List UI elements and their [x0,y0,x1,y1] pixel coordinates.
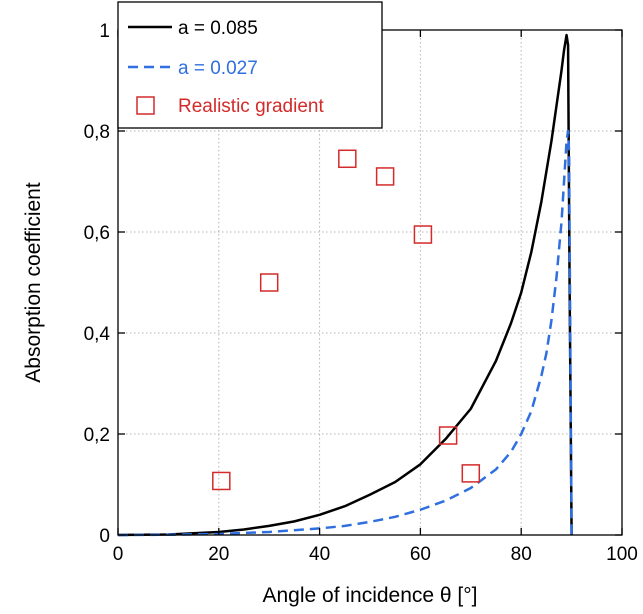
x-tick-label: 100 [606,544,638,565]
series-line-a-0-085 [117,33,573,537]
x-tick-label: 40 [309,544,330,565]
x-tick-label: 60 [410,544,431,565]
series-layer [117,33,573,537]
data-point-realistic-gradient [461,464,481,483]
data-point-realistic-gradient [413,225,433,244]
legend-label-a-0027: a = 0.027 [178,58,258,79]
y-tick-label: 0,6 [84,223,110,244]
x-tick-label: 80 [511,544,532,565]
y-axis-title: Absorption coefficient [22,182,45,383]
series-line-a-0-027 [117,129,573,537]
x-axis-title: Angle of incidence θ [°] [262,584,477,607]
x-tick-label: 0 [113,544,124,565]
data-point-realistic-gradient [338,149,357,169]
y-tick-label: 0,2 [84,425,110,446]
data-point-realistic-gradient [438,426,458,445]
legend-label-a-0085: a = 0.085 [178,18,258,39]
y-tick-label: 0 [99,526,110,547]
y-tick-label: 1 [99,21,110,42]
legend-box [117,1,383,129]
data-point-realistic-gradient [259,273,279,292]
data-point-realistic-gradient [212,471,231,491]
y-tick-label: 0,4 [84,324,111,345]
x-tick-label: 20 [208,544,229,565]
legend-label-realistic-gradient: Realistic gradient [178,96,324,117]
legend-swatch-realistic-gradient [136,96,155,115]
y-tick-label: 0,8 [84,122,110,143]
data-point-realistic-gradient [375,167,395,186]
tick-labels: 0 20 40 60 80 100 0 0,2 0,4 0,6 0,8 1 [84,21,638,565]
legend: a = 0.085 a = 0.027 Realistic gradient [117,1,383,129]
